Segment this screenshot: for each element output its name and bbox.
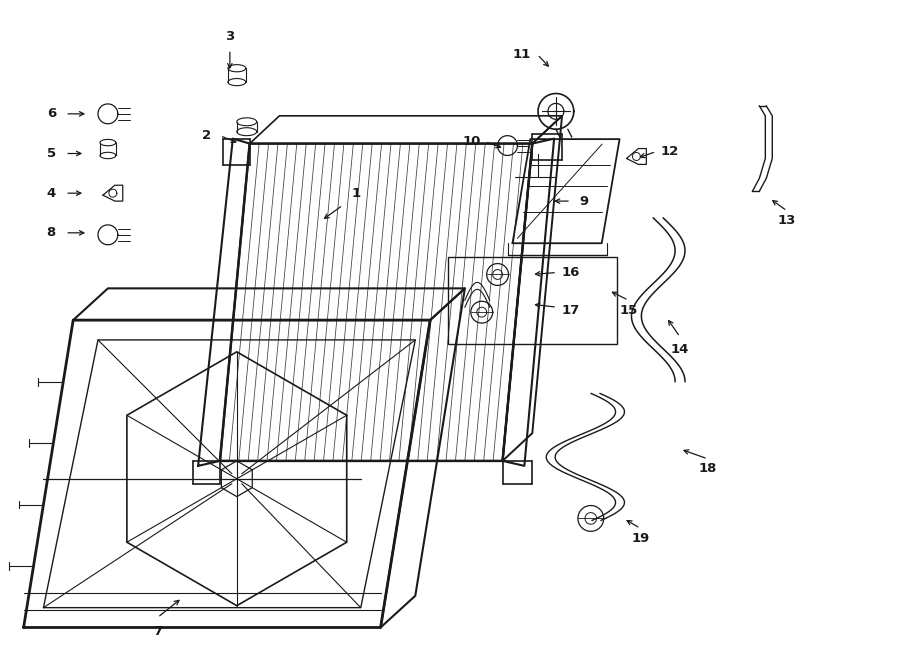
Text: 2: 2 xyxy=(202,129,211,142)
Text: 7: 7 xyxy=(153,625,162,638)
Text: 16: 16 xyxy=(562,266,580,279)
Text: 14: 14 xyxy=(670,344,689,356)
Text: 5: 5 xyxy=(47,147,56,160)
Text: 4: 4 xyxy=(47,187,56,200)
Text: 18: 18 xyxy=(698,462,717,475)
Text: 9: 9 xyxy=(580,195,589,208)
Text: 12: 12 xyxy=(661,145,680,158)
Text: 8: 8 xyxy=(47,226,56,240)
Text: 11: 11 xyxy=(512,48,530,61)
Text: 19: 19 xyxy=(631,532,650,545)
Text: 1: 1 xyxy=(351,187,360,200)
Text: 15: 15 xyxy=(619,304,637,316)
Bar xyxy=(448,257,616,344)
Text: 6: 6 xyxy=(47,107,56,120)
Text: 13: 13 xyxy=(778,214,796,228)
Text: 10: 10 xyxy=(463,135,481,148)
Text: 17: 17 xyxy=(562,304,580,316)
Text: 3: 3 xyxy=(225,30,235,43)
